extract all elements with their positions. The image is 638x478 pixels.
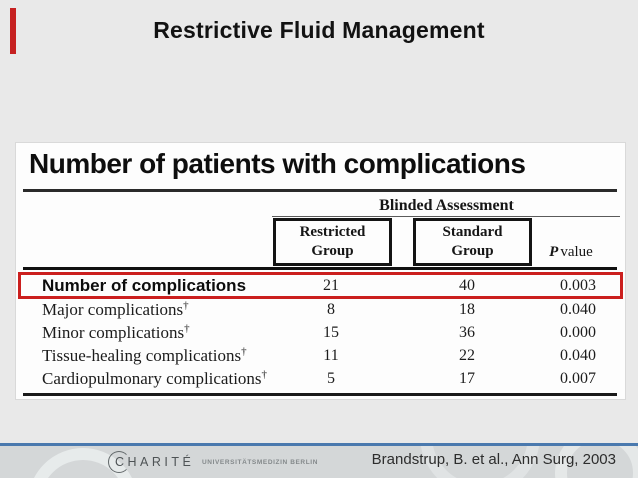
charite-logo-subtitle: UNIVERSITÄTSMEDIZIN BERLIN (202, 459, 318, 466)
table-panel: Number of patients with complications Bl… (16, 143, 625, 399)
p-value: 0.007 (560, 370, 596, 387)
restricted-value: 15 (323, 324, 339, 341)
group-header-rule (272, 216, 620, 217)
table-row: Minor complications† 15 36 0.000 (23, 321, 618, 344)
row-label: Minor complications† (42, 321, 190, 344)
p-value-italic-p: P (549, 244, 559, 260)
row-label-text: Tissue-healing complications (42, 346, 242, 365)
dagger-mark: † (184, 322, 190, 335)
footer-decorative-ring (555, 446, 638, 478)
standard-group-line2: Group (451, 243, 494, 259)
dagger-mark: † (261, 368, 268, 381)
column-header-standard-group: Standard Group (413, 218, 532, 266)
row-label: Tissue-healing complications† (42, 344, 247, 367)
heading-rule (23, 189, 617, 192)
table-row: Tissue-healing complications† 11 22 0.04… (23, 344, 618, 367)
standard-value: 36 (459, 324, 475, 341)
restricted-value: 11 (323, 347, 339, 364)
header-separator-rule (23, 267, 617, 270)
restricted-group-line1: Restricted (299, 224, 366, 241)
restricted-value: 21 (323, 277, 339, 294)
table-heading: Number of patients with complications (29, 148, 526, 179)
citation-text: Brandstrup, B. et al., Ann Surg, 2003 (371, 451, 616, 468)
standard-value: 17 (459, 370, 475, 387)
p-value: 0.040 (560, 347, 596, 364)
slide-title: Restrictive Fluid Management (153, 17, 485, 43)
table-row: Major complications† 8 18 0.040 (23, 298, 618, 321)
dagger-mark: † (183, 299, 189, 312)
row-label: Major complications† (42, 298, 189, 321)
table-row: Cardiopulmonary complications† 5 17 0.00… (23, 367, 618, 390)
standard-value: 18 (459, 301, 475, 318)
p-value: 0.003 (560, 277, 596, 294)
table-row: Number of complications 21 40 0.003 (23, 274, 618, 297)
table-bottom-rule (23, 393, 617, 396)
p-value-rest: value (560, 244, 593, 260)
standard-group-line1: Standard (442, 224, 503, 241)
restricted-value: 8 (327, 301, 335, 318)
slide-accent-bar (10, 8, 16, 54)
row-label-text: Cardiopulmonary complications (42, 369, 262, 388)
row-label-text: Number of complications (42, 276, 247, 295)
footer-divider (0, 443, 638, 446)
row-label-text: Minor complications (42, 323, 185, 342)
footer: CHARITÉ UNIVERSITÄTSMEDIZIN BERLIN Brand… (0, 446, 638, 478)
row-label-text: Major complications (42, 300, 184, 319)
restricted-group-line2: Group (311, 243, 354, 259)
charite-logo-circle-icon (108, 451, 130, 473)
standard-value: 40 (459, 277, 475, 294)
row-label: Number of complications (42, 274, 246, 297)
p-value: 0.000 (560, 324, 596, 341)
standard-value: 22 (459, 347, 475, 364)
blinded-assessment-header: Blinded Assessment (379, 197, 514, 214)
row-label: Cardiopulmonary complications† (42, 367, 267, 390)
charite-logo-wordmark: CHARITÉ (115, 455, 195, 469)
column-header-restricted-group: Restricted Group (273, 218, 392, 266)
dagger-mark: † (241, 345, 247, 358)
p-value: 0.040 (560, 301, 596, 318)
restricted-value: 5 (327, 370, 335, 387)
